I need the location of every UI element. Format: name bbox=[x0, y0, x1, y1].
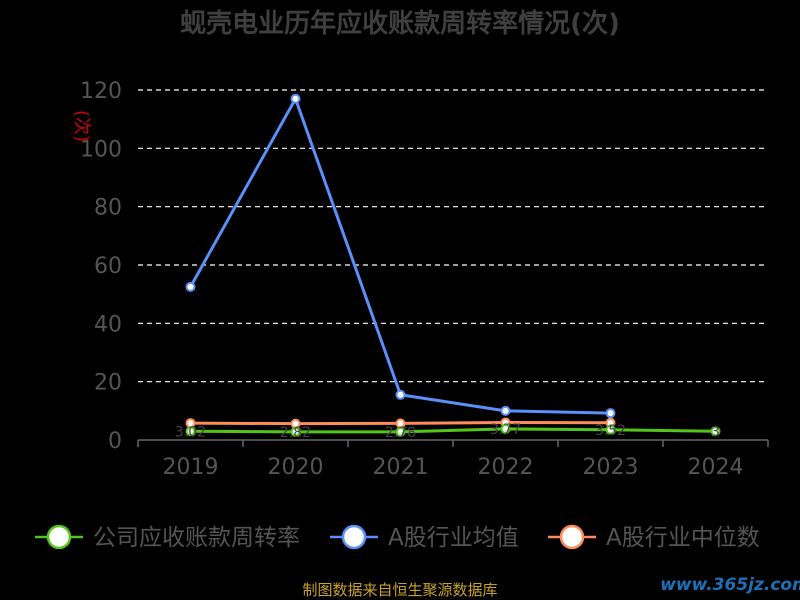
series-line-0 bbox=[190, 427, 716, 434]
legend-label[interactable]: A股行业中位数 bbox=[606, 525, 760, 551]
data-label: 2.78 bbox=[385, 425, 416, 441]
data-point[interactable] bbox=[290, 426, 301, 437]
legend-marker[interactable] bbox=[559, 524, 585, 550]
legend[interactable]: 公司应收账款周转率 A股行业均值 A股行业中位数 bbox=[35, 524, 760, 551]
data-label: 3.02 bbox=[175, 424, 206, 440]
x-tick-label: 2024 bbox=[688, 455, 744, 480]
data-label: 3.52 bbox=[595, 423, 626, 439]
y-tick-label: 40 bbox=[94, 312, 122, 337]
data-point[interactable] bbox=[605, 424, 616, 435]
data-point[interactable] bbox=[185, 281, 196, 292]
y-tick-label: 0 bbox=[108, 429, 122, 454]
y-tick-label: 100 bbox=[80, 137, 122, 162]
data-point[interactable] bbox=[395, 426, 406, 437]
data-labels: 3.02 2.82 2.78 3.77 3.52 3 bbox=[175, 422, 720, 441]
data-point[interactable] bbox=[395, 389, 406, 400]
legend-label[interactable]: 公司应收账款周转率 bbox=[93, 525, 300, 551]
y-tick-label: 120 bbox=[80, 79, 122, 104]
y-axis-unit: (次) bbox=[71, 110, 92, 142]
data-point[interactable] bbox=[185, 426, 196, 437]
chart-title: 蚬壳电业历年应收账款周转率情况(次) bbox=[180, 8, 620, 39]
x-tick-label: 2019 bbox=[163, 455, 219, 480]
data-point[interactable] bbox=[710, 426, 721, 437]
x-tick-label: 2021 bbox=[373, 455, 429, 480]
legend-label[interactable]: A股行业均值 bbox=[388, 525, 519, 551]
data-point[interactable] bbox=[605, 408, 616, 419]
axes: 0 20 40 60 80 100 120 2019 2020 2021 2022 2023 2024 bbox=[80, 79, 769, 480]
grid-lines bbox=[138, 89, 768, 383]
x-tick-label: 2022 bbox=[478, 455, 534, 480]
data-label: 2.82 bbox=[280, 425, 311, 441]
y-tick-label: 80 bbox=[94, 196, 122, 221]
data-label: 3 bbox=[711, 424, 720, 440]
y-tick-label: 20 bbox=[94, 371, 122, 396]
y-tick-label: 60 bbox=[94, 254, 122, 279]
x-tick-label: 2023 bbox=[583, 455, 639, 480]
source-note: 制图数据来自恒生聚源数据库 bbox=[302, 581, 497, 599]
data-point[interactable] bbox=[500, 405, 511, 416]
series-line-1 bbox=[189, 97, 611, 415]
x-tick-label: 2020 bbox=[268, 455, 324, 480]
data-point[interactable] bbox=[290, 93, 301, 104]
data-label: 3.77 bbox=[490, 422, 521, 438]
series-layer bbox=[185, 93, 721, 437]
legend-marker[interactable] bbox=[46, 524, 72, 550]
legend-marker[interactable] bbox=[341, 524, 367, 550]
watermark: www.365jz.com bbox=[660, 575, 800, 595]
data-point[interactable] bbox=[500, 423, 511, 434]
